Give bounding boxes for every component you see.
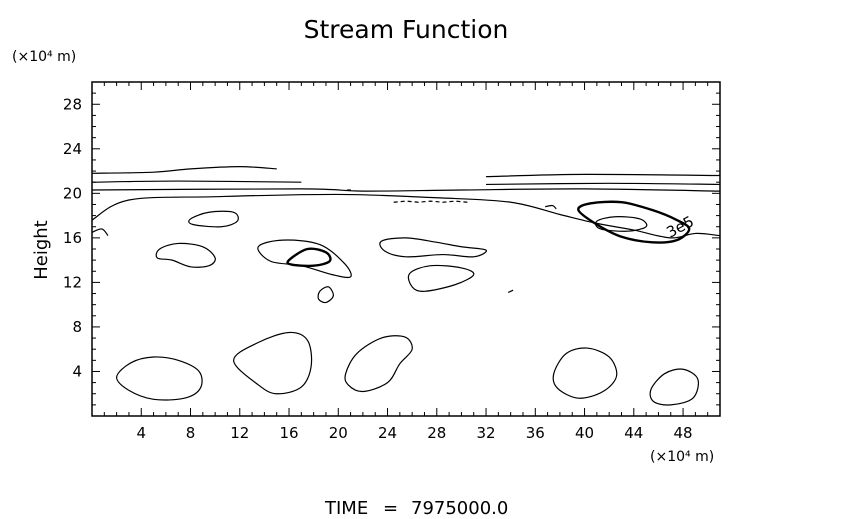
x-tick-label: 40	[575, 424, 594, 442]
x-tick-label: 36	[526, 424, 545, 442]
y-unit-label: (×10⁴ m)	[12, 49, 76, 65]
contour-line-bold	[577, 200, 691, 244]
plot-frame	[91, 81, 721, 417]
y-tick-label: 12	[63, 273, 82, 291]
contour-dashed-segment	[393, 200, 468, 203]
x-tick-label: 8	[186, 424, 196, 442]
contour-line	[379, 237, 487, 258]
y-tick-label: 16	[63, 229, 82, 247]
x-tick-label: 24	[378, 424, 397, 442]
y-tick-label: 20	[63, 184, 82, 202]
x-axis-ticks	[103, 82, 709, 416]
contour-line	[91, 193, 721, 239]
contour-line	[257, 239, 352, 279]
x-tick-label: 4	[136, 424, 146, 442]
contour-line	[552, 347, 618, 399]
x-unit-label: (×10⁴ m)	[650, 449, 714, 465]
x-tick-label: 44	[624, 424, 643, 442]
contour-line	[91, 166, 277, 174]
contour-lines	[91, 166, 721, 406]
contour-line	[545, 204, 557, 210]
y-tick-label: 4	[72, 362, 82, 380]
y-tick-label: 24	[63, 140, 82, 158]
contour-line	[91, 188, 721, 192]
contour-line	[649, 368, 699, 406]
y-tick-labels: 4 8 12 16 20 24 28	[63, 95, 82, 380]
y-tick-label: 8	[72, 318, 82, 336]
contour-line	[155, 242, 216, 268]
contour-line	[507, 289, 514, 293]
contour-line	[594, 216, 648, 232]
time-equals: =	[383, 498, 398, 519]
y-axis-ticks	[92, 92, 720, 406]
contour-line	[91, 228, 109, 237]
x-tick-labels: 4 8 12 16 20 24 28 32 36 40 44 48	[136, 424, 692, 442]
contour-line	[116, 356, 203, 401]
x-tick-label: 16	[279, 424, 298, 442]
contour-line	[317, 286, 334, 304]
contour-line	[91, 180, 302, 183]
x-tick-label: 32	[476, 424, 495, 442]
contour-line	[188, 210, 239, 228]
x-tick-label: 20	[329, 424, 348, 442]
time-footer: TIME = 7975000.0	[324, 498, 508, 519]
contour-line-bold	[286, 247, 332, 268]
x-tick-label: 12	[230, 424, 249, 442]
x-tick-label: 48	[674, 424, 693, 442]
contour-line	[486, 173, 721, 178]
contour-line	[233, 331, 313, 395]
chart-title: Stream Function	[304, 15, 509, 44]
time-value: 7975000.0	[411, 498, 508, 519]
y-tick-label: 28	[63, 95, 82, 113]
contour-line	[486, 182, 721, 186]
contour-line	[407, 264, 475, 292]
x-tick-label: 28	[427, 424, 446, 442]
time-label: TIME	[324, 498, 368, 519]
y-axis-label: Height	[31, 220, 52, 280]
contour-line	[344, 335, 413, 393]
